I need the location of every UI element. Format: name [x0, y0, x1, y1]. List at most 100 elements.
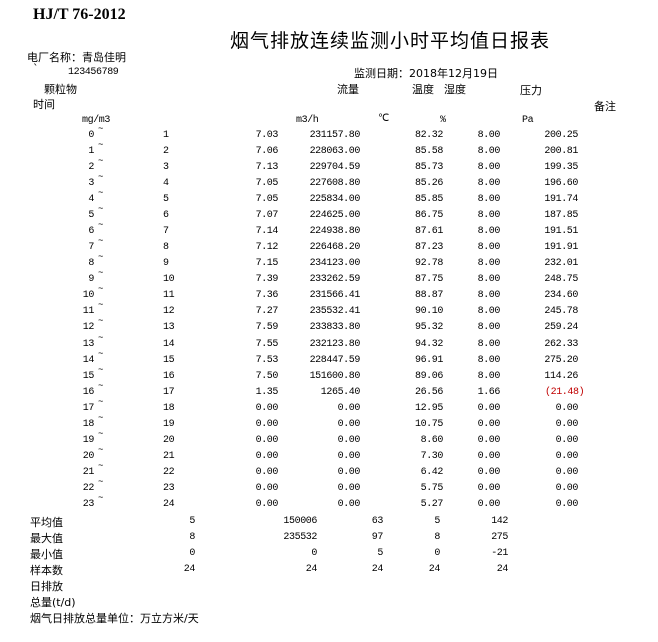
flow-value: 235532.41	[309, 306, 361, 318]
summary-humidity: 5	[434, 516, 440, 527]
summary-temp: 24	[371, 564, 384, 575]
humidity-value: 0.00	[477, 450, 501, 462]
pressure-value: 0.00	[555, 402, 579, 414]
temp-value: 92.78	[414, 258, 443, 270]
temp-value: 90.10	[414, 306, 443, 318]
flow-value: 231566.41	[309, 290, 361, 302]
temp-value: 8.60	[420, 434, 444, 446]
dust-value: 7.13	[255, 162, 279, 174]
humidity-value: 1.66	[477, 386, 501, 398]
tilde-separator: ~	[98, 252, 104, 263]
pressure-value: 199.35	[544, 162, 578, 174]
hour-end: 20	[163, 434, 175, 446]
summary-pressure: 275	[491, 532, 508, 543]
temp-value: 5.27	[420, 498, 444, 510]
tilde-separator: ~	[98, 156, 104, 167]
unit-humidity: %	[440, 115, 446, 126]
flow-value: 0.00	[337, 482, 361, 494]
hour-end: 14	[163, 338, 175, 350]
dust-value: 1.35	[255, 386, 279, 398]
dust-value: 7.05	[255, 194, 279, 206]
pressure-value: 248.75	[544, 274, 578, 286]
temp-value: 7.30	[420, 450, 444, 462]
hour-start: 17	[82, 402, 95, 414]
humidity-value: 0.00	[477, 434, 501, 446]
flow-value: 233262.59	[309, 274, 361, 286]
humidity-value: 0.00	[477, 466, 501, 478]
pressure-value: 0.00	[555, 482, 579, 494]
dust-value: 7.03	[255, 130, 279, 141]
summary-dust: 5	[189, 516, 195, 527]
temp-value: 96.91	[414, 354, 443, 366]
hour-start: 13	[82, 338, 95, 350]
dust-value: 7.36	[255, 290, 279, 302]
humidity-value: 8.00	[477, 146, 501, 158]
tilde-separator: ~	[98, 140, 104, 151]
pressure-value: 191.51	[544, 226, 578, 238]
summary-label: 最小值	[30, 548, 63, 561]
hour-end: 18	[163, 402, 175, 414]
hour-start: 5	[88, 210, 94, 222]
temp-value: 95.32	[414, 322, 443, 334]
summary-flow: 235532	[283, 532, 317, 543]
dust-value: 0.00	[255, 418, 279, 430]
flow-value: 225834.00	[309, 194, 361, 206]
summary-temp: 5	[377, 548, 383, 559]
flow-value: 224625.00	[309, 210, 361, 222]
humidity-value: 8.00	[477, 290, 501, 302]
hour-end: 7	[163, 226, 169, 238]
tilde-separator: ~	[98, 476, 104, 487]
temp-value: 10.75	[414, 418, 443, 430]
tilde-separator: ~	[98, 236, 104, 247]
pressure-value: 275.20	[544, 354, 578, 366]
humidity-value: 8.00	[477, 178, 501, 190]
tilde-separator: ~	[98, 172, 104, 183]
pressure-value: 187.85	[544, 210, 578, 222]
unit-note: 烟气日排放总量单位：万立方米/天	[30, 612, 199, 625]
hour-start: 8	[88, 258, 94, 270]
unit-dust: mg/m3	[82, 115, 111, 126]
hour-end: 24	[163, 498, 175, 510]
humidity-value: 8.00	[477, 162, 501, 174]
hour-start: 18	[82, 418, 95, 430]
hour-start: 10	[82, 290, 95, 302]
flow-value: 0.00	[337, 450, 361, 462]
col-dust: 颗粒物	[44, 83, 77, 96]
flow-value: 0.00	[337, 466, 361, 478]
humidity-value: 0.00	[477, 498, 501, 510]
tilde-separator: ~	[98, 124, 104, 134]
tilde-separator: ~	[98, 204, 104, 215]
pressure-value: 0.00	[555, 498, 579, 510]
temp-value: 85.26	[414, 178, 443, 190]
dust-value: 0.00	[255, 434, 279, 446]
col-humidity: 湿度	[444, 83, 466, 96]
hour-end: 19	[163, 418, 175, 430]
flow-value: 232123.80	[309, 338, 361, 350]
summary-flow: 150006	[283, 516, 317, 527]
hour-end: 21	[163, 450, 175, 462]
summary-flow: 24	[305, 564, 318, 575]
humidity-value: 8.00	[477, 226, 501, 238]
hour-start: 9	[88, 274, 94, 286]
humidity-value: 8.00	[477, 274, 501, 286]
summary-label: 最大值	[30, 532, 63, 545]
hour-start: 15	[82, 370, 95, 382]
flow-value: 229704.59	[309, 162, 361, 174]
flow-value: 0.00	[337, 498, 361, 510]
hour-end: 16	[163, 370, 175, 382]
hour-end: 13	[163, 322, 175, 334]
tilde-separator: ~	[98, 220, 104, 231]
flow-value: 1265.40	[320, 386, 361, 398]
col-temp: 温度	[412, 83, 434, 96]
pressure-value: 232.01	[544, 258, 578, 270]
flow-value: 151600.80	[309, 370, 361, 382]
dust-value: 7.12	[255, 242, 279, 254]
tilde-separator: ~	[98, 412, 104, 423]
flow-value: 0.00	[337, 402, 361, 414]
col-remark: 备注	[594, 100, 616, 113]
dust-value: 0.00	[255, 466, 279, 478]
summary-pressure: 142	[491, 516, 508, 527]
dust-value: 7.06	[255, 146, 279, 158]
hour-start: 0	[88, 130, 94, 141]
col-pressure: 压力	[520, 84, 542, 97]
